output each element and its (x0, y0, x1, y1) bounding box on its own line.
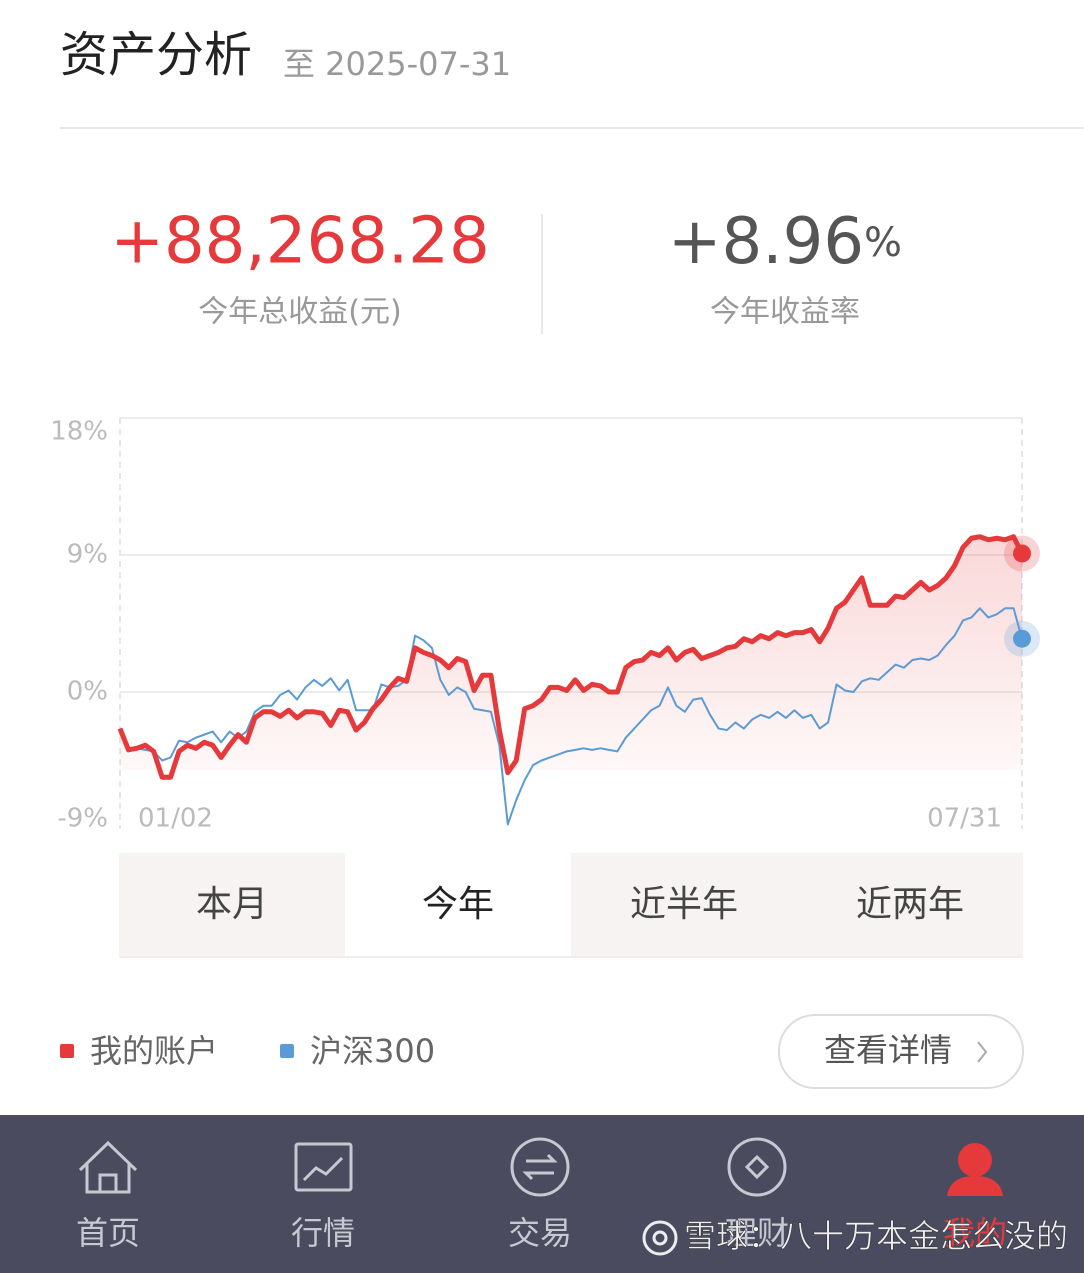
tab[interactable] (119, 853, 345, 957)
page-title: 资产分析 (60, 27, 252, 83)
return-rate-value: +8.96 (668, 205, 864, 279)
series-line (117, 534, 1025, 780)
details-button[interactable]: 查看详情 (778, 1014, 1024, 1089)
tab[interactable] (345, 853, 571, 957)
legend-label: 我的账户 (90, 1032, 218, 1070)
as-of-date: 至 2025-07-31 (283, 45, 511, 83)
total-profit: +88,268.28 (110, 205, 489, 279)
legend-swatch (280, 1044, 294, 1058)
trade-icon-arrows (522, 1153, 558, 1181)
profile-body (947, 1176, 1003, 1196)
profile-head (958, 1143, 992, 1177)
tab[interactable] (571, 853, 797, 957)
nav-label[interactable]: 理财 (725, 1214, 789, 1252)
nav-icons (78, 1137, 787, 1197)
end-dot (1013, 629, 1031, 648)
nav-label[interactable]: 我的 (943, 1214, 1007, 1252)
y-tick-label: 18% (50, 417, 108, 447)
end-dot (1013, 544, 1031, 563)
wealth-icon-diamond (744, 1154, 770, 1180)
watermark: 雪球：八十万本金怎么没的 (642, 1217, 1068, 1256)
tab-label[interactable]: 近半年 (630, 884, 738, 925)
return-rate-label: 今年收益率 (710, 295, 860, 330)
y-tick-label: 0% (67, 677, 108, 707)
tab-label[interactable]: 近两年 (856, 884, 964, 925)
button-frame[interactable] (778, 1014, 1024, 1089)
legend-label: 沪深300 (310, 1032, 435, 1070)
return-rate: +8.96% (668, 205, 902, 279)
nav-label[interactable]: 交易 (508, 1214, 572, 1252)
y-tick-label: 9% (67, 540, 108, 570)
market-icon (294, 1142, 353, 1192)
profile-icon (947, 1143, 1003, 1196)
legend: 我的账户 沪深300 (60, 1032, 435, 1070)
wealth-icon (727, 1137, 787, 1197)
y-tick-label: -9% (57, 804, 108, 834)
tab-label[interactable]: 本月 (196, 884, 268, 925)
legend-swatch (60, 1044, 74, 1058)
nav-label[interactable]: 首页 (76, 1214, 140, 1252)
total-profit-label: 今年总收益(元) (198, 295, 401, 330)
nav-label[interactable]: 行情 (291, 1214, 355, 1252)
button-label[interactable]: 查看详情 (824, 1031, 952, 1069)
trade-icon (510, 1137, 570, 1197)
home-icon (78, 1140, 138, 1194)
chart: 18% 9% 0% -9% 01/02 07/31 (50, 417, 1040, 834)
return-rate-unit: % (864, 220, 902, 266)
watermark-text: 雪球：八十万本金怎么没的 (684, 1217, 1068, 1255)
watermark-logo (642, 1220, 678, 1256)
area-fill (120, 536, 1022, 778)
period-tabs: 本月 今年 近半年 近两年 (119, 853, 1023, 958)
market-icon-line (302, 1156, 344, 1182)
x-tick-label: 01/02 (138, 804, 213, 834)
tab[interactable] (797, 853, 1023, 957)
nav-labels: 首页 行情 交易 理财 我的 (76, 1214, 1007, 1252)
chevron (977, 1041, 988, 1063)
tab-label[interactable]: 今年 (422, 884, 494, 925)
series-line (119, 607, 1023, 826)
watermark-logo-inner (652, 1230, 668, 1246)
x-tick-label: 07/31 (927, 804, 1002, 834)
